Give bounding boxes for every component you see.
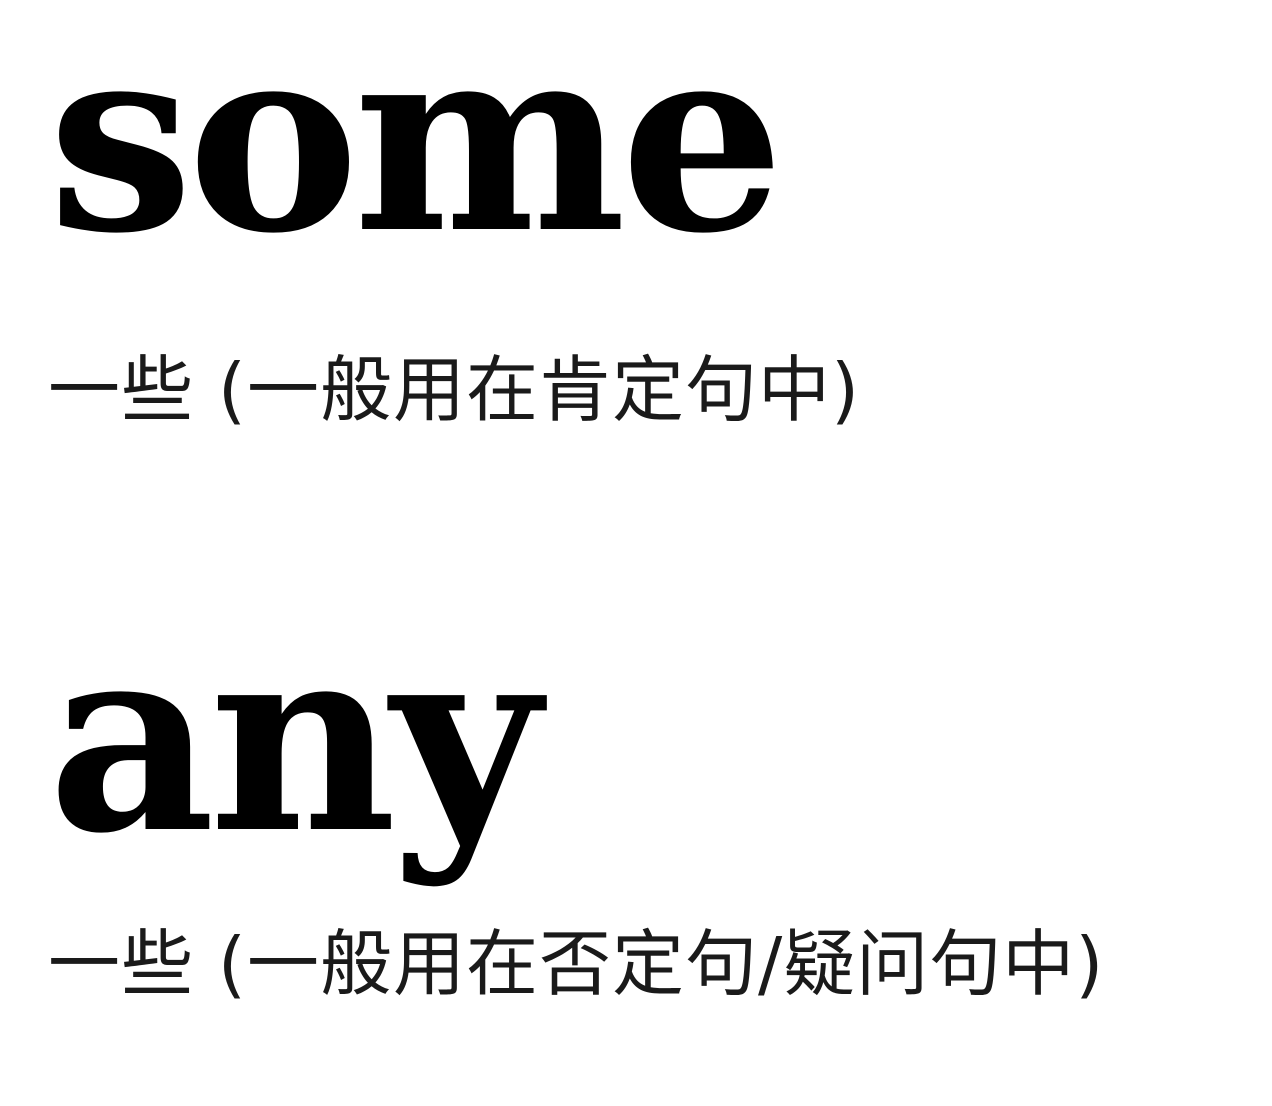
vocab-entry-any: any 一些 (一般用在否定句/疑问句中) — [48, 587, 1105, 1006]
vocab-word: any — [48, 587, 541, 890]
vocab-entry-some: some 一些 (一般用在肯定句中) — [48, 0, 861, 432]
vocab-word: some — [48, 0, 784, 290]
vocab-meaning: 一些 (一般用在肯定句中) — [48, 348, 861, 432]
vocab-meaning: 一些 (一般用在否定句/疑问句中) — [48, 922, 1105, 1006]
